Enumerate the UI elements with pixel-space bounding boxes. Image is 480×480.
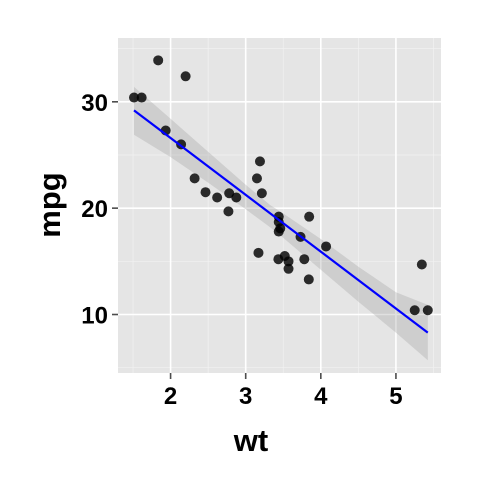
y-tick-label-30: 30 — [81, 90, 108, 117]
data-point-7 — [254, 156, 265, 167]
data-point-31 — [224, 188, 235, 199]
data-point-0 — [212, 192, 223, 203]
tick-labels: 2 3 4 5 10 20 30 — [81, 90, 402, 410]
data-point-10 — [273, 226, 284, 237]
x-tick-label-5: 5 — [389, 383, 402, 410]
data-point-15 — [422, 305, 433, 316]
y-axis-title: mpg — [32, 172, 67, 237]
x-tick-label-4: 4 — [314, 383, 328, 410]
data-point-30 — [283, 256, 294, 267]
axis-ticks — [112, 101, 397, 379]
data-point-24 — [304, 211, 315, 222]
data-point-2 — [189, 173, 200, 184]
data-point-20 — [200, 187, 211, 198]
x-axis-title: wt — [233, 423, 268, 458]
data-point-28 — [253, 247, 264, 258]
data-point-23 — [303, 274, 314, 285]
data-points — [128, 55, 433, 316]
data-point-16 — [416, 259, 427, 270]
y-tick-label-20: 20 — [81, 196, 108, 223]
x-tick-label-2: 2 — [164, 383, 177, 410]
grid — [118, 38, 441, 373]
data-point-14 — [409, 305, 420, 316]
data-point-17 — [180, 71, 191, 82]
data-point-22 — [273, 254, 284, 265]
x-tick-label-3: 3 — [239, 383, 252, 410]
data-point-3 — [256, 188, 267, 199]
regression-line — [133, 109, 429, 334]
data-point-8 — [251, 173, 262, 184]
data-point-11 — [321, 241, 332, 252]
data-point-13 — [299, 254, 310, 265]
data-point-6 — [283, 263, 294, 274]
data-point-18 — [136, 92, 147, 103]
data-point-27 — [128, 92, 139, 103]
data-point-29 — [223, 206, 234, 217]
y-tick-label-10: 10 — [81, 303, 108, 330]
plot-panel — [118, 38, 441, 373]
data-point-19 — [153, 55, 164, 66]
